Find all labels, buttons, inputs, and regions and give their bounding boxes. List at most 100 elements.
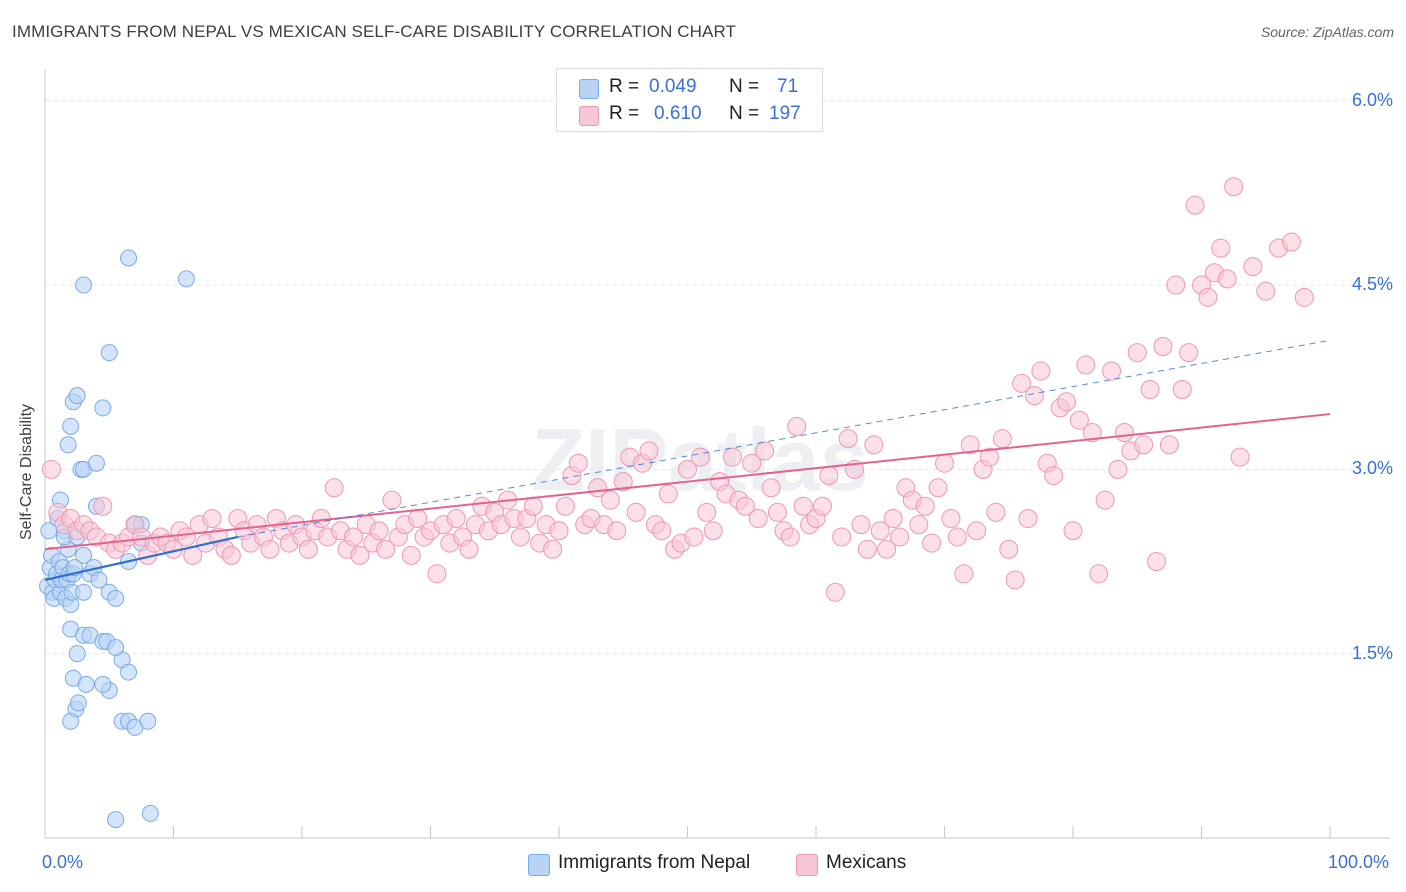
mexicans-point [613,472,633,492]
mexicans-point [1198,287,1218,307]
mexicans-point [1031,361,1051,381]
nepal-point [68,387,86,405]
mexicans-point [838,429,858,449]
mexicans-point [1243,257,1263,277]
mexicans-point [1294,287,1314,307]
nepal-point [120,249,138,267]
nepal-point [107,589,125,607]
mexicans-point [1172,379,1192,399]
mexicans-point [1159,435,1179,455]
bottom-legend-nepal-label: Immigrants from Nepal [558,852,751,873]
mexicans-point [877,539,897,559]
mexicans-trend-line [44,413,1331,551]
mexicans-point [832,527,852,547]
mexicans-point [1024,386,1044,406]
legend-row-nepal: R = 0.049 N = 71 [579,76,798,100]
mexicans-point [1153,336,1173,356]
mexicans-point [376,539,396,559]
y-tick-label: 4.5% [1351,274,1393,295]
mexicans-point [1089,564,1109,584]
mexicans-point [221,545,241,565]
mexicans-point [1230,447,1250,467]
mexicans-point [446,509,466,529]
mexicans-point [678,459,697,479]
legend-n-value: 197 [769,103,801,124]
trend-lines [44,339,1331,582]
mexicans-point [176,527,196,547]
nepal-point [94,675,112,693]
nepal-point [62,417,80,435]
mexicans-point [793,496,813,516]
mexicans-point [1211,238,1231,258]
mexicans-point [857,539,877,559]
nepal-point [87,454,105,472]
mexicans-point [343,527,363,547]
mexicans-point [93,496,113,516]
nepal-point [69,694,87,712]
nepal-point [75,276,93,294]
mexicans-point [1127,343,1147,363]
mexicans-point [812,496,832,516]
mexicans-point [510,527,530,547]
legend-r-label: R = [609,103,640,124]
mexicans-point [684,527,704,547]
mexicans-point [767,502,787,522]
mexicans-point [703,521,723,541]
mexicans-point [427,564,447,584]
mexicans-point [260,539,280,559]
y-axis-label: Self-Care Disability [18,403,35,540]
nepal-point [141,804,159,822]
nepal-swatch [579,79,599,99]
legend-n-value: 71 [777,76,799,97]
bottom-legend-mexicans-label: Mexicans [826,852,907,873]
mexicans-point [787,416,807,436]
mexicans-point [1102,361,1122,381]
mexicans-point [960,435,980,455]
mexicans-point [999,539,1019,559]
legend-row-mexicans: R = 0.610 N = 197 [579,103,801,127]
mexicans-point [780,527,800,547]
mexicans-point [1069,410,1089,430]
nepal-point [100,344,118,362]
mexicans-point [851,515,871,535]
mexicans-point [324,478,344,498]
mexicans-point [202,509,222,529]
legend-n-label: N = [729,103,760,124]
mexicans-point [1281,232,1301,252]
mexicans-point [755,441,775,461]
mexicans-point [954,564,974,584]
mexicans-point [1063,521,1083,541]
mexicans-point [1076,355,1096,375]
nepal-point [139,712,157,730]
mexicans-point [652,521,672,541]
mexicans-point [549,521,569,541]
mexicans-point [298,539,318,559]
nepal-swatch [528,854,550,876]
mexicans-point [1018,509,1038,529]
mexicans-point [1108,459,1128,479]
mexicans-point [41,459,61,479]
mexicans-swatch [796,854,818,876]
nepal-point [107,811,125,829]
mexicans-point [947,527,967,547]
mexicans-point [1114,422,1134,442]
legend-r-value: 0.610 [654,103,702,124]
mexicans-point [350,545,370,565]
mexicans-point [543,539,563,559]
y-tick-label: 1.5% [1351,642,1393,663]
mexicans-point [864,435,884,455]
mexicans-point [1134,435,1154,455]
chart-title: IMMIGRANTS FROM NEPAL VS MEXICAN SELF-CA… [12,22,737,41]
mexicans-point [382,490,402,510]
mexicans-point [658,484,678,504]
mexicans-point [1057,392,1077,412]
y-tick-label: 3.0% [1351,458,1393,479]
nepal-trend-line [44,535,238,582]
mexicans-point [1140,379,1160,399]
nepal-point [90,571,108,589]
legend-r-label: R = [609,76,640,97]
mexicans-point [1095,490,1115,510]
source-credit: Source: ZipAtlas.com [1260,24,1394,40]
x-tick-label-min: 0.0% [42,852,84,872]
